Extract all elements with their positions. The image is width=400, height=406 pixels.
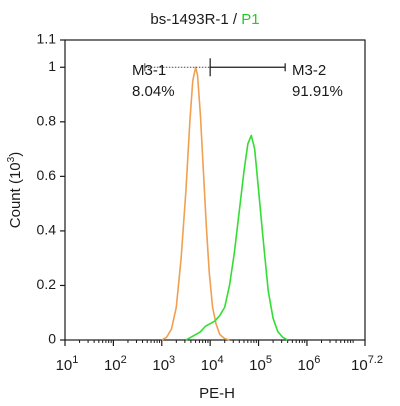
y-axis-unit: (10 <box>7 162 24 184</box>
x-axis-label: PE-H <box>199 385 235 402</box>
x-tick-label: 106 <box>298 354 321 374</box>
histogram-line-2 <box>185 134 288 341</box>
x-axis-ticks: 101 102 103 104 105 106 107.2 <box>56 340 383 374</box>
y-axis-label: Count (103) <box>6 152 24 228</box>
y-tick-label: 0.2 <box>37 276 57 292</box>
gate-left-percent: 8.04% <box>132 83 175 100</box>
x-tick-label: 104 <box>201 354 224 374</box>
histogram-series <box>161 66 288 341</box>
gate-right-percent: 91.91% <box>292 83 343 100</box>
gate-markers <box>144 58 286 77</box>
y-axis-unit-close: ) <box>7 152 24 157</box>
x-tick-label: 105 <box>249 354 272 374</box>
svg-text:Count (103): Count (103) <box>6 152 24 228</box>
y-axis-title: Count <box>7 187 24 228</box>
y-tick-label: 0.8 <box>37 113 57 129</box>
x-tick-label: 101 <box>56 354 79 374</box>
y-axis-unit-exp: 3 <box>6 156 17 162</box>
x-tick-label: 102 <box>104 354 127 374</box>
plot-frame <box>64 39 366 341</box>
title-separator: / <box>229 11 242 28</box>
x-tick-label: 103 <box>152 354 175 374</box>
y-tick-label: 0.4 <box>37 222 57 238</box>
x-tick-label: 107.2 <box>351 354 383 374</box>
y-tick-label: 1.1 <box>37 31 57 47</box>
chart-title: bs-1493R-1 / P1 <box>150 11 259 28</box>
y-axis-ticks: 0 0.2 0.4 0.6 0.8 1 1.1 <box>37 31 65 347</box>
title-gate: P1 <box>241 11 259 28</box>
y-tick-label: 0 <box>48 331 56 347</box>
y-tick-label: 0.6 <box>37 167 57 183</box>
y-tick-label: 1 <box>48 58 56 74</box>
gate-right-name: M3-2 <box>292 62 326 79</box>
title-sample: bs-1493R-1 <box>150 11 228 28</box>
gate-left-name: M3-1 <box>132 62 166 79</box>
histogram-line-1 <box>161 66 230 341</box>
